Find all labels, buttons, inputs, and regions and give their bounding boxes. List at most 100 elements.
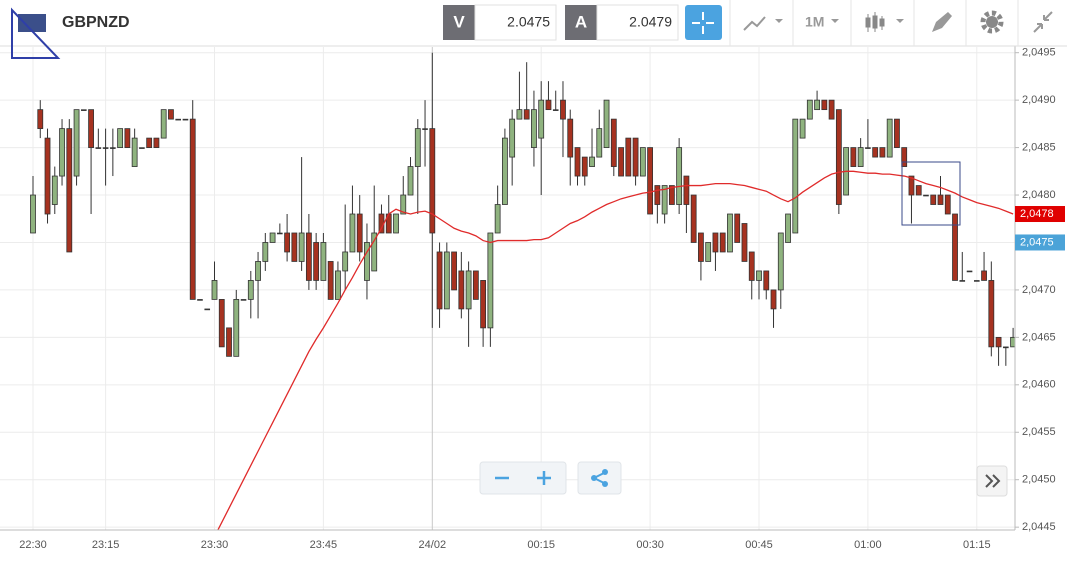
draw-button[interactable] — [932, 12, 952, 32]
candle-body — [509, 118, 516, 158]
bid-box[interactable] — [474, 4, 557, 41]
candle-body — [930, 194, 937, 205]
candle-body — [218, 299, 225, 348]
candle-body — [727, 213, 733, 253]
x-tick-label: 23:45 — [310, 539, 338, 551]
candle-body — [269, 232, 276, 243]
candle-body — [211, 280, 218, 300]
y-tick-label: 2,0495 — [1022, 47, 1056, 59]
candle-body — [814, 99, 820, 111]
candle-body — [189, 118, 196, 300]
share-dot — [591, 475, 597, 481]
dropdown-arrow — [896, 19, 904, 23]
candle-body — [995, 336, 1002, 348]
candle-body — [342, 251, 349, 272]
candle-body — [1010, 336, 1015, 348]
zoom-in-button[interactable] — [537, 471, 551, 485]
candle-body — [632, 137, 639, 177]
y-tick-label: 2,0470 — [1022, 284, 1056, 296]
candle-body — [66, 128, 73, 253]
candle-body — [937, 194, 944, 205]
candle-body — [661, 185, 668, 215]
candle-body — [763, 270, 770, 291]
candle-body — [915, 185, 922, 196]
candle-body — [327, 261, 334, 300]
x-tick-label: 00:45 — [745, 539, 773, 551]
candle-body — [240, 299, 247, 301]
candle-body — [828, 99, 835, 120]
candle-body — [284, 232, 291, 253]
candle-body — [175, 118, 181, 121]
candle-body — [857, 147, 864, 167]
settings-icon — [986, 16, 998, 28]
candle-body — [879, 147, 886, 158]
candle-body — [320, 242, 327, 281]
candle-body — [806, 99, 813, 120]
candle-body — [422, 128, 428, 130]
bid-badge[interactable] — [443, 5, 475, 40]
candle-body — [117, 128, 124, 148]
candle-body — [436, 251, 443, 310]
candle-body — [770, 289, 777, 310]
collapse-button[interactable] — [1033, 11, 1053, 33]
candle-body — [538, 99, 545, 139]
candle-body — [719, 232, 726, 253]
settings-button[interactable] — [980, 10, 1004, 34]
candle-body — [146, 137, 153, 148]
grid — [0, 47, 1015, 530]
chart-type-button[interactable] — [743, 16, 766, 31]
candle-body — [407, 166, 414, 196]
candle-body — [349, 213, 356, 253]
bid-label: V — [453, 12, 465, 31]
x-tick-label: 22:30 — [19, 539, 47, 551]
candle-body — [204, 308, 211, 311]
candle-body — [966, 270, 973, 273]
candle-body — [618, 147, 624, 177]
candle-body — [255, 261, 261, 281]
candle-body — [356, 213, 363, 253]
candle-body — [233, 299, 240, 357]
candle-body — [443, 251, 450, 310]
candle-body — [110, 147, 116, 149]
candle-body — [487, 232, 494, 329]
candle-body — [313, 242, 320, 281]
price-marker — [1015, 206, 1065, 223]
candle-body — [480, 280, 487, 329]
candle-body — [494, 204, 501, 234]
plot-area — [30, 52, 1015, 530]
candle-body — [610, 118, 617, 167]
price-marker-label: 2,0475 — [1020, 236, 1054, 248]
flag-icon — [18, 14, 46, 32]
candle-body — [364, 242, 370, 281]
y-tick-label: 2,0445 — [1022, 521, 1056, 533]
candle-body — [523, 109, 530, 120]
candle-body — [944, 194, 951, 215]
candle-body — [81, 109, 87, 111]
candle-body — [226, 327, 232, 357]
candle-body — [153, 137, 160, 148]
candle-body — [501, 137, 508, 205]
ask-box[interactable] — [596, 4, 679, 41]
dropdown-arrow — [831, 19, 839, 23]
candle-body — [625, 137, 632, 177]
candle-body — [371, 232, 378, 272]
candle-body — [168, 109, 174, 120]
candle-body — [30, 194, 36, 234]
candle-body — [429, 128, 436, 234]
crosshair-button[interactable] — [685, 5, 722, 40]
candle-body — [639, 147, 646, 177]
ask-badge[interactable] — [565, 5, 597, 40]
candle-body — [531, 109, 537, 148]
candle-body — [1003, 346, 1009, 349]
selection-box — [901, 161, 961, 226]
x-tick-label: 23:30 — [201, 539, 229, 551]
share-button[interactable] — [577, 461, 622, 495]
x-tick-label: 01:00 — [854, 539, 882, 551]
timeframe-button[interactable]: 1M — [805, 14, 824, 30]
candle-body — [247, 280, 254, 300]
candle-body — [712, 232, 719, 253]
candle-body — [262, 242, 269, 262]
candle-type-button[interactable] — [865, 12, 885, 32]
candle-body — [872, 147, 879, 158]
candle-body — [777, 232, 784, 291]
